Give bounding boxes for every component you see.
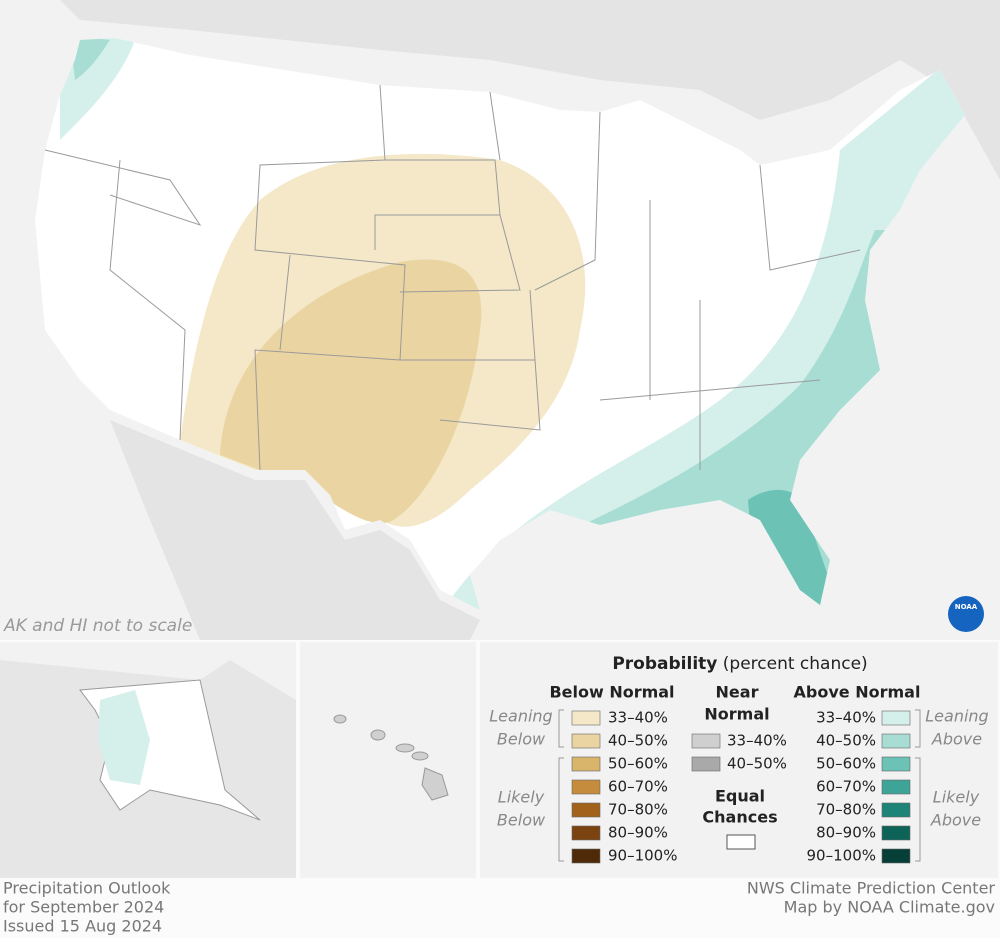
side-label: Below	[497, 811, 546, 830]
footer-left: Precipitation Outlook	[3, 879, 171, 898]
legend-label: 50–60%	[816, 755, 876, 773]
legend-swatch	[571, 756, 601, 772]
legend-label: 40–50%	[727, 755, 787, 773]
side-label: Leaning	[489, 707, 552, 726]
near-heading: Normal	[704, 705, 769, 724]
legend-label: 60–70%	[816, 778, 876, 796]
legend-label: 70–80%	[608, 801, 668, 819]
legend-swatch	[881, 848, 911, 864]
legend-swatch	[881, 802, 911, 818]
legend-swatch	[571, 802, 601, 818]
legend-label: 50–60%	[608, 755, 668, 773]
legend-swatch	[571, 779, 601, 795]
legend-label: 90–100%	[807, 847, 876, 865]
legend-swatch	[881, 779, 911, 795]
alaska-above-region	[98, 690, 150, 785]
legend-title-main: Probability	[612, 654, 717, 674]
logo-circle	[948, 596, 984, 632]
legend-label: 70–80%	[816, 801, 876, 819]
side-label: Above	[930, 811, 981, 830]
legend-label: 40–50%	[608, 732, 668, 750]
side-label: Likely	[498, 788, 545, 807]
mexico	[110, 420, 480, 640]
legend-label: 60–70%	[608, 778, 668, 796]
map-note: AK and HI not to scale	[3, 616, 192, 636]
side-label: Below	[497, 730, 546, 749]
legend-swatch	[571, 710, 601, 726]
legend-swatch	[571, 848, 601, 864]
side-label: Leaning	[925, 707, 988, 726]
equal-swatch	[726, 834, 756, 850]
noaa-logo: NOAA	[948, 596, 984, 632]
footer-left: for September 2024	[3, 898, 164, 917]
legend-label: 80–90%	[816, 824, 876, 842]
canada	[60, 0, 1000, 180]
below-heading: Below Normal	[549, 683, 674, 702]
legend-label: 40–50%	[816, 732, 876, 750]
legend-swatch	[881, 710, 911, 726]
legend-swatch	[571, 733, 601, 749]
footer-left: Issued 15 Aug 2024	[3, 917, 162, 936]
legend-label: 80–90%	[608, 824, 668, 842]
above-heading: Above Normal	[794, 683, 921, 702]
equal-heading: Equal	[715, 787, 765, 806]
legend-label: 33–40%	[608, 709, 668, 727]
footer-right: NWS Climate Prediction Center	[747, 879, 996, 898]
legend-label: 90–100%	[608, 847, 677, 865]
logo-text: NOAA	[955, 603, 978, 611]
legend-title-note: (percent chance)	[723, 654, 868, 674]
near-heading: Near	[716, 683, 759, 702]
hawaii-panel	[300, 642, 476, 878]
legend-swatch	[881, 756, 911, 772]
legend-swatch	[691, 756, 721, 772]
legend-label: 33–40%	[727, 732, 787, 750]
footer-right: Map by NOAA Climate.gov	[784, 898, 995, 917]
state-borders	[44, 84, 861, 471]
legend-swatch	[691, 733, 721, 749]
side-label: Likely	[933, 788, 980, 807]
legend-swatch	[881, 825, 911, 841]
legend-swatch	[571, 825, 601, 841]
side-label: Above	[931, 730, 982, 749]
hawaii-islands	[333, 714, 449, 801]
equal-heading: Chances	[702, 808, 777, 827]
below-40-50-region	[220, 259, 482, 524]
legend-swatch	[881, 733, 911, 749]
legend-title: Probability (percent chance)	[612, 654, 867, 674]
legend-brackets	[558, 709, 921, 862]
legend-label: 33–40%	[816, 709, 876, 727]
above-40-50-northwest-region	[70, 38, 110, 80]
